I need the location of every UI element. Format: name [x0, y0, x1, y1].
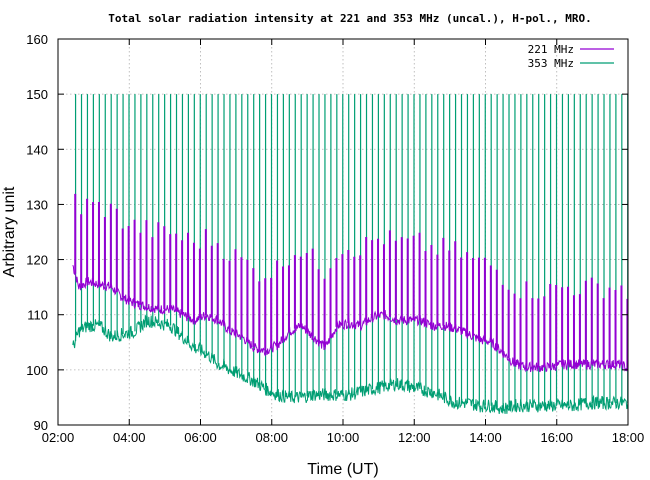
y-tick-label: 90 [34, 418, 48, 433]
x-tick-label: 02:00 [42, 430, 75, 445]
legend-label-353: 353 MHz [528, 57, 574, 70]
y-tick-label: 140 [26, 142, 48, 157]
x-tick-label: 08:00 [255, 430, 288, 445]
x-axis-label: Time (UT) [307, 461, 378, 478]
y-tick-label: 160 [26, 32, 48, 47]
y-axis-label: Arbitrary unit [1, 186, 18, 277]
x-tick-label: 04:00 [113, 430, 146, 445]
x-tick-label: 18:00 [612, 430, 645, 445]
x-tick-label: 16:00 [540, 430, 573, 445]
y-tick-label: 110 [27, 308, 48, 323]
y-tick-label: 150 [26, 87, 48, 102]
legend-label-221: 221 MHz [528, 43, 574, 56]
y-tick-label: 100 [26, 363, 48, 378]
series-lines [72, 193, 629, 415]
y-tick-label: 120 [26, 253, 48, 268]
x-tick-label: 12:00 [398, 430, 431, 445]
x-tick-label: 10:00 [327, 430, 360, 445]
axis-ticks: 90 100 110 120 130 140 150 160 02:00 04:00 06:00 08… [26, 32, 644, 445]
y-tick-label: 130 [26, 197, 48, 212]
x-tick-label: 14:00 [469, 430, 502, 445]
legend: 221 MHz 353 MHz [528, 43, 614, 70]
series-line-353 [72, 314, 629, 415]
x-tick-label: 06:00 [184, 430, 217, 445]
chart-title: Total solar radiation intensity at 221 a… [108, 12, 591, 25]
series-line-221 [72, 265, 629, 373]
